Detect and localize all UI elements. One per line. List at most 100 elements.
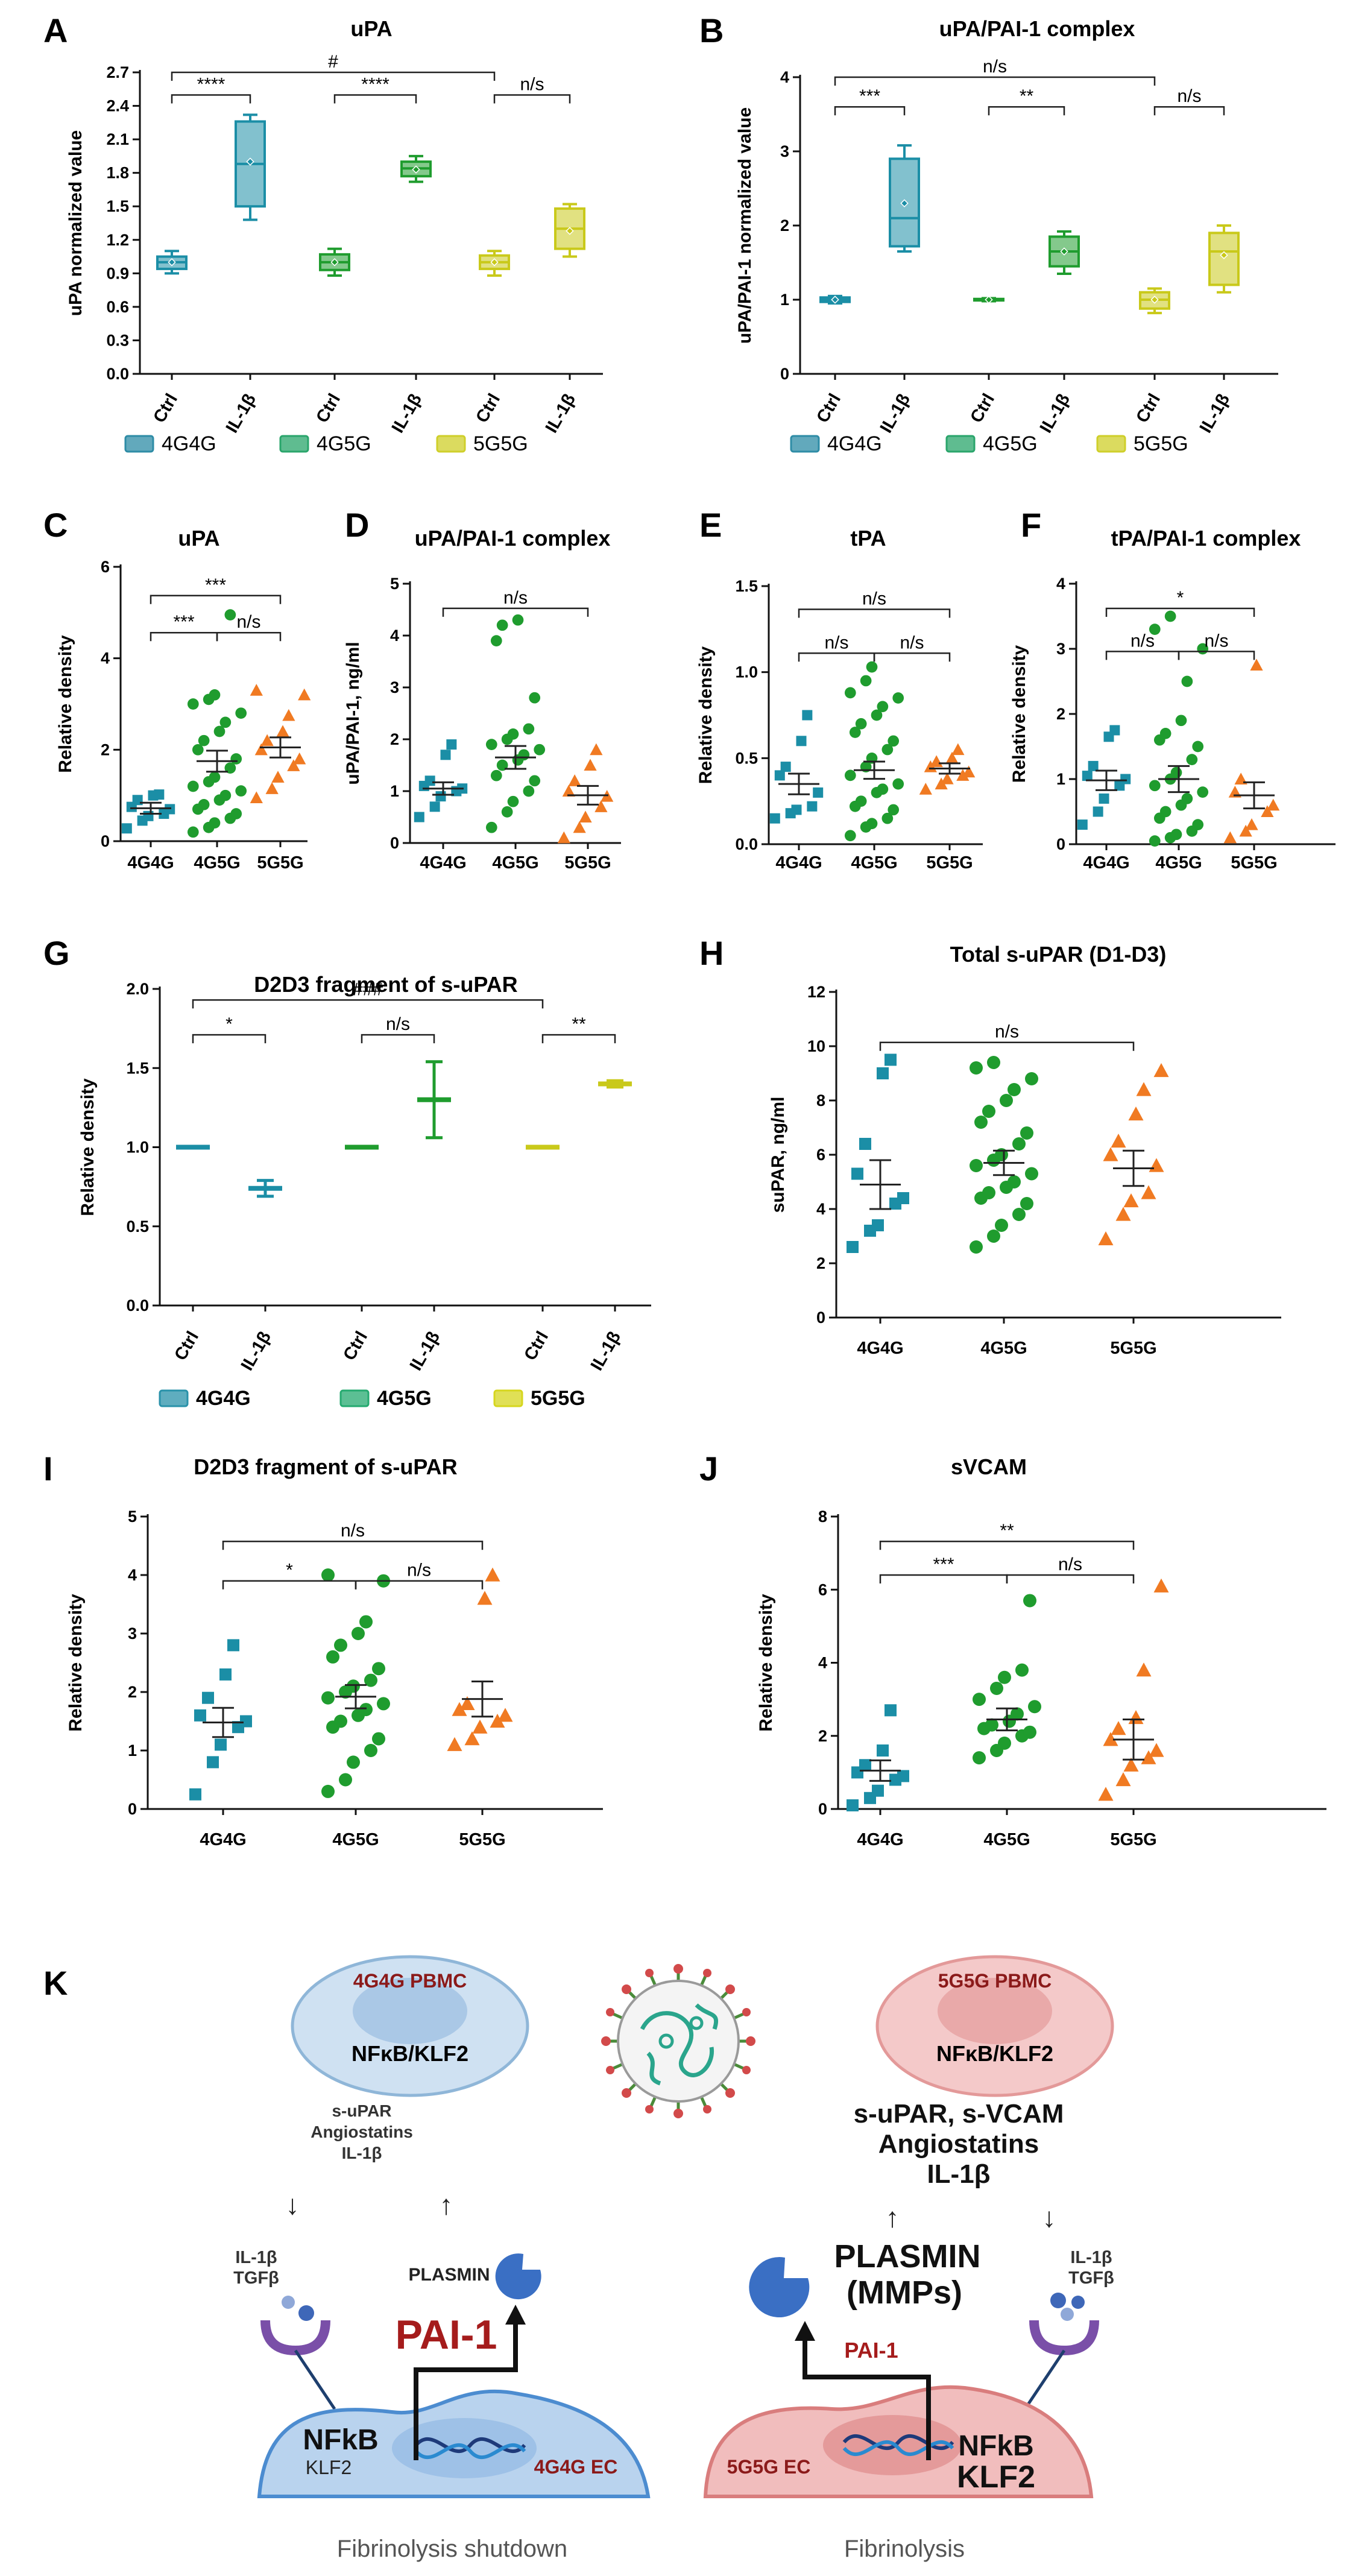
data-point-circle <box>359 1615 373 1629</box>
box-mean-marker <box>330 258 339 267</box>
y-tick-label: 0 <box>101 832 110 850</box>
left-plasmin-pacman-icon <box>495 2253 541 2300</box>
box-plot-5g5g <box>554 203 585 258</box>
data-point-triangle <box>1123 1757 1139 1772</box>
data-point-square <box>440 750 451 760</box>
data-point-circle <box>352 1627 365 1640</box>
data-point-square <box>872 1219 884 1231</box>
data-point-square <box>1093 806 1103 817</box>
x-tick-label: Ctrl <box>1132 391 1164 426</box>
panel-label: E <box>699 506 722 544</box>
data-point-circle <box>187 826 199 838</box>
bracket-line <box>798 608 951 618</box>
left-ec-label: 4G4G EC <box>534 2456 618 2478</box>
panel-label: F <box>1021 506 1041 544</box>
right-nucleus-label: NFκB/KLF2 <box>936 2041 1053 2066</box>
left-secreted-1: s-uPAR <box>332 2101 391 2120</box>
data-point-square <box>872 1784 884 1797</box>
series-4g5g <box>485 614 546 833</box>
x-tick-label: IL-1β <box>1196 391 1234 437</box>
data-point-triangle <box>568 774 581 786</box>
y-tick-label: 1 <box>128 1741 137 1760</box>
series-5g5g <box>1223 658 1280 844</box>
significance-bracket: *** <box>150 612 218 642</box>
data-point-circle <box>501 806 513 818</box>
data-point-triangle <box>254 743 268 756</box>
legend-swatch <box>790 435 820 453</box>
right-receptor-stalk <box>1023 2349 1066 2410</box>
series-4g4g <box>414 739 468 822</box>
data-point-triangle <box>293 752 306 765</box>
data-point-circle <box>1181 675 1193 687</box>
y-tick-label: 8 <box>818 1507 827 1526</box>
right-secreted-1: s-uPAR, s-VCAM <box>854 2099 1064 2129</box>
data-point-square <box>796 736 807 747</box>
data-point-triangle <box>1098 1787 1114 1801</box>
data-point-circle <box>1159 728 1172 739</box>
right-ligand-2: TGFβ <box>1068 2268 1114 2288</box>
y-tick-label: 1.0 <box>126 1138 149 1157</box>
significance-label: *** <box>933 1555 954 1574</box>
data-point-square <box>121 823 132 834</box>
significance-label: n/s <box>995 1022 1019 1042</box>
box-plot-4g4g <box>889 144 920 253</box>
data-point-triangle <box>1141 1750 1156 1764</box>
data-point-triangle <box>594 800 608 812</box>
significance-bracket: * <box>1105 588 1255 617</box>
data-point-circle <box>187 698 199 710</box>
chart-panel-i: I D2D3 fragment of s-uPAR 0 1 2 3 4 5 Relative d… <box>43 1450 603 1849</box>
data-point-triangle <box>584 759 597 771</box>
box-plot-4g4g <box>156 250 188 275</box>
data-point-circle <box>1020 1197 1033 1210</box>
panel-label: D <box>345 506 369 544</box>
data-point-triangle <box>497 1708 513 1722</box>
data-point-triangle <box>287 759 300 771</box>
data-point-square <box>802 710 813 721</box>
data-point-circle <box>1028 1700 1041 1714</box>
series-4g5g <box>1149 610 1209 847</box>
series-5g5g <box>557 743 614 844</box>
right-ec-klf2: KLF2 <box>957 2460 1035 2495</box>
data-point-triangle <box>1111 1721 1126 1735</box>
data-point-circle <box>326 1650 339 1664</box>
panel-label: G <box>43 934 70 972</box>
y-axis-label: Relative density <box>66 1594 86 1732</box>
data-point-circle <box>321 1691 335 1705</box>
y-tick-label: 4 <box>128 1566 137 1584</box>
data-point-circle <box>849 727 861 738</box>
data-point-circle <box>1011 1707 1024 1721</box>
box-plot-5g5g <box>1208 224 1240 294</box>
data-point-circle <box>235 707 247 719</box>
y-tick-label: 0.3 <box>106 331 129 349</box>
box-mean-marker <box>831 295 839 304</box>
y-tick-label: 4 <box>816 1200 825 1218</box>
left-caption: Fibrinolysis shutdown <box>337 2536 567 2562</box>
significance-label: n/s <box>900 633 924 652</box>
y-axis-label: Relative density <box>756 1594 776 1732</box>
data-point-circle <box>364 1744 377 1757</box>
y-tick-label: 3 <box>780 142 789 160</box>
data-point-circle <box>213 725 225 737</box>
mean-sem-4g5g <box>417 1060 451 1140</box>
y-tick-label: 3 <box>1056 640 1065 658</box>
data-point-circle <box>1170 829 1182 841</box>
data-point-triangle <box>250 684 263 696</box>
bracket-line <box>988 106 1065 116</box>
data-point-circle <box>1008 1083 1021 1096</box>
y-axis-label: suPAR, ng/ml <box>768 1097 788 1213</box>
legend-label: 4G4G <box>827 432 882 455</box>
series-5g5g <box>919 743 976 795</box>
data-point-circle <box>888 804 900 816</box>
box-plot-4g5g <box>1049 230 1080 275</box>
significance-bracket: n/s <box>355 1561 484 1589</box>
chart-title: tPA/PAI-1 complex <box>1111 526 1301 551</box>
box-mean-marker <box>490 258 499 267</box>
significance-label: **** <box>361 75 389 95</box>
x-tick-label: 5G5G <box>926 853 973 873</box>
data-point-square <box>1082 771 1093 781</box>
y-axis-label: uPA normalized value <box>66 130 86 316</box>
data-point-circle <box>523 785 535 797</box>
significance-label: n/s <box>236 612 260 632</box>
data-point-triangle <box>265 782 279 794</box>
